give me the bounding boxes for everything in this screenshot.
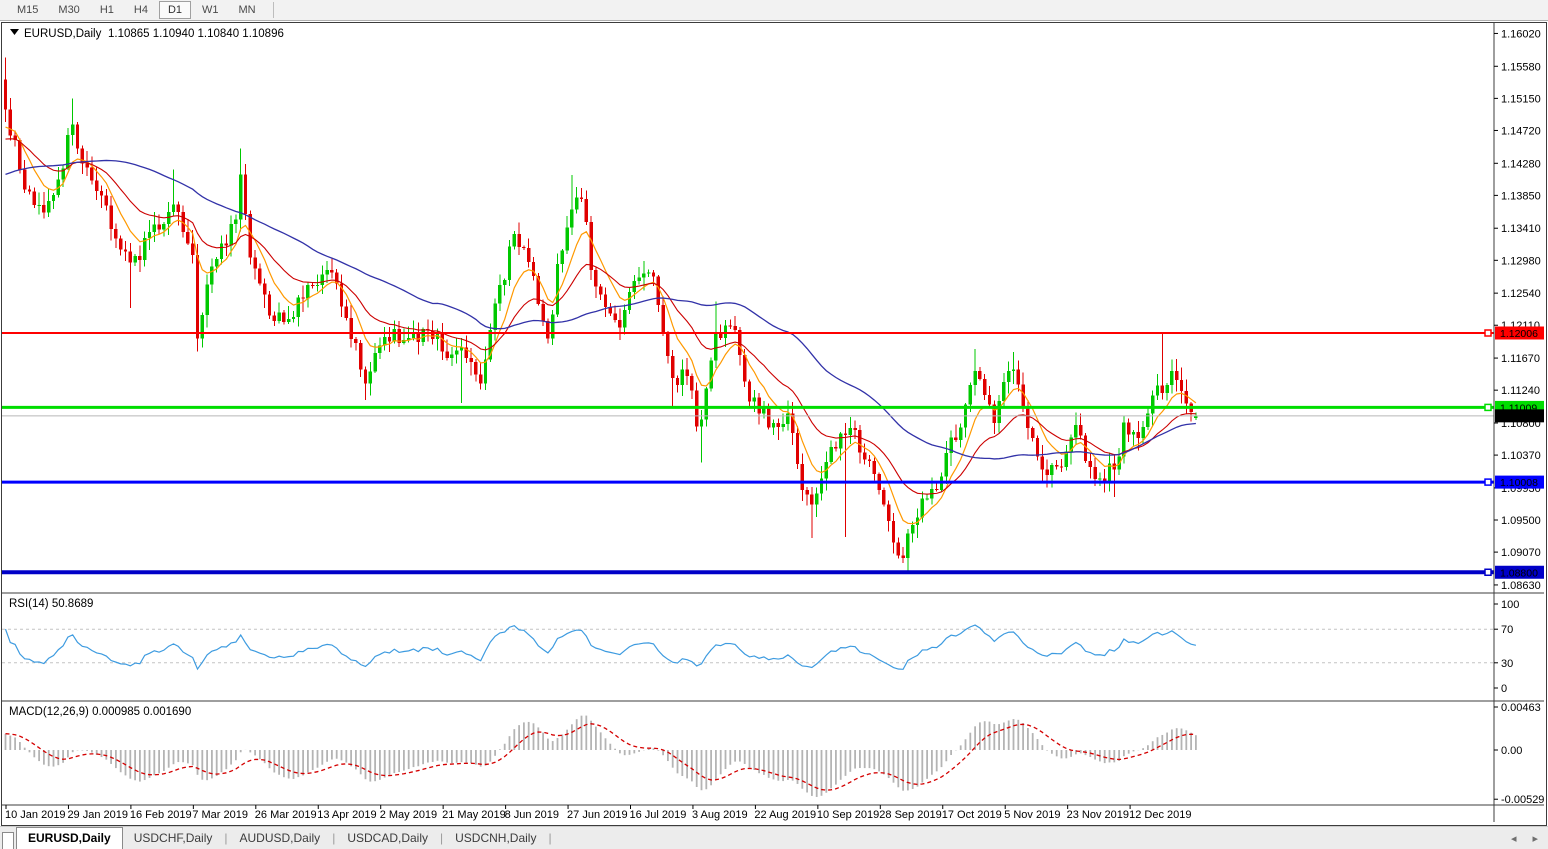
timeframe-button-w1[interactable]: W1 (202, 4, 219, 16)
date-axis: 10 Jan 2019 29 Jan 2019 16 Feb 2019 7 Mar 2… (5, 805, 1191, 821)
svg-text:0.00463: 0.00463 (1501, 702, 1541, 714)
svg-text:29 Jan 2019: 29 Jan 2019 (67, 809, 128, 821)
svg-text:-0.005299: -0.005299 (1501, 794, 1544, 806)
price-axis: 1.16020 1.15580 1.15150 1.14720 1.14280 1.138… (1494, 28, 1541, 592)
rsi-line (4, 624, 1197, 671)
tab-usdcnh[interactable]: USDCNH,Daily (455, 831, 537, 845)
macd-axis: 0.00463 0.00 -0.005299 (1494, 702, 1544, 806)
tab-scroll-right-icon[interactable]: ▸ (1532, 833, 1538, 845)
svg-text:1.16020: 1.16020 (1501, 28, 1541, 40)
svg-text:2 May 2019: 2 May 2019 (380, 809, 437, 821)
svg-text:1.12006: 1.12006 (1500, 328, 1538, 340)
svg-text:1.13410: 1.13410 (1501, 223, 1541, 235)
svg-text:10 Sep 2019: 10 Sep 2019 (817, 809, 879, 821)
price-badge-1.10008: 1.10008 (1495, 475, 1544, 489)
ma-line-sma50 (5, 159, 1196, 460)
tab-usdchf[interactable]: USDCHF,Daily (133, 831, 213, 845)
chart-window: 1.16020 1.15580 1.15150 1.14720 1.14280 1.138… (1, 22, 1547, 826)
svg-text:1.12540: 1.12540 (1501, 288, 1541, 300)
tab-usdcad[interactable]: USDCAD,Daily (347, 831, 428, 845)
timeframe-button-d1[interactable]: D1 (158, 1, 191, 19)
svg-text:1.12980: 1.12980 (1501, 255, 1541, 267)
svg-text:26 Mar 2019: 26 Mar 2019 (255, 809, 317, 821)
tab-divider: | (224, 831, 228, 845)
symbol-dropdown-icon[interactable] (10, 29, 19, 35)
svg-text:1.10896: 1.10896 (1500, 411, 1538, 423)
tab-eurusd[interactable]: EURUSD,Daily (16, 827, 123, 849)
svg-text:1.10370: 1.10370 (1501, 450, 1541, 462)
level-line-handle[interactable] (1484, 329, 1492, 337)
level-line-handle[interactable] (1484, 568, 1492, 577)
svg-text:16 Jul 2019: 16 Jul 2019 (630, 809, 687, 821)
current-price-badge: 1.10896 (1495, 409, 1544, 423)
svg-text:1.15580: 1.15580 (1501, 61, 1541, 73)
tab-stub (2, 832, 14, 849)
ma-line-ema8 (5, 126, 1197, 525)
macd-signal-line (5, 723, 1196, 791)
chart-canvas[interactable]: 1.16020 1.15580 1.15150 1.14720 1.14280 1.138… (2, 23, 1544, 823)
chart-ohlc-readout: 1.10865 1.10940 1.10840 1.10896 (108, 28, 284, 40)
chart-generated-layers: 1.16020 1.15580 1.15150 1.14720 1.14280 1.138… (2, 23, 1544, 822)
chart-title: EURUSD,Daily (24, 28, 102, 40)
svg-text:1.08800: 1.08800 (1500, 567, 1538, 579)
tab-scroll-arrows: ◂ ▸ (1511, 834, 1538, 849)
svg-text:27 Jun 2019: 27 Jun 2019 (567, 809, 628, 821)
tab-divider: | (332, 831, 336, 845)
svg-text:7 Mar 2019: 7 Mar 2019 (192, 809, 248, 821)
svg-text:1.09070: 1.09070 (1501, 547, 1541, 559)
svg-text:70: 70 (1501, 624, 1513, 636)
svg-text:13 Apr 2019: 13 Apr 2019 (317, 809, 376, 821)
svg-text:1.14720: 1.14720 (1501, 125, 1541, 137)
level-line-handle[interactable] (1484, 403, 1492, 412)
svg-text:1.14280: 1.14280 (1501, 158, 1541, 170)
ma-line-ema21 (5, 138, 1196, 495)
timeframe-button-h4[interactable]: H4 (133, 4, 148, 16)
svg-text:1.11240: 1.11240 (1501, 385, 1540, 397)
svg-text:30: 30 (1501, 658, 1513, 670)
svg-text:0: 0 (1501, 683, 1507, 695)
timeframe-button-h1[interactable]: H1 (99, 4, 114, 16)
tab-divider: | (440, 831, 444, 845)
price-badge-1.12006: 1.12006 (1495, 326, 1544, 340)
svg-text:17 Oct 2019: 17 Oct 2019 (942, 809, 1002, 821)
tab-scroll-left-icon[interactable]: ◂ (1510, 833, 1517, 845)
toolbar-separator (272, 2, 274, 18)
timeframe-button-m30[interactable]: M30 (58, 4, 80, 16)
svg-text:23 Nov 2019: 23 Nov 2019 (1067, 809, 1129, 821)
svg-text:1.10008: 1.10008 (1500, 477, 1538, 489)
tab-divider: | (548, 831, 552, 845)
svg-text:21 May 2019: 21 May 2019 (442, 809, 506, 821)
svg-text:8 Jun 2019: 8 Jun 2019 (505, 809, 559, 821)
svg-text:10 Jan 2019: 10 Jan 2019 (5, 809, 66, 821)
rsi-axis: 100 70 30 0 (1494, 599, 1519, 695)
svg-text:1.08630: 1.08630 (1501, 580, 1541, 592)
macd-histogram (4, 715, 1197, 797)
svg-text:1.15150: 1.15150 (1501, 93, 1541, 105)
level-line-handle[interactable] (1484, 478, 1492, 486)
svg-text:5 Nov 2019: 5 Nov 2019 (1004, 809, 1060, 821)
svg-text:22 Aug 2019: 22 Aug 2019 (754, 809, 816, 821)
price-badge-1.08800: 1.08800 (1495, 565, 1544, 579)
timeframe-button-mn[interactable]: MN (238, 4, 256, 16)
svg-text:100: 100 (1501, 599, 1519, 611)
svg-text:0.00: 0.00 (1501, 745, 1522, 757)
svg-text:12 Dec 2019: 12 Dec 2019 (1129, 809, 1191, 821)
svg-text:16 Feb 2019: 16 Feb 2019 (130, 809, 192, 821)
macd-label: MACD(12,26,9) 0.000985 0.001690 (9, 706, 191, 718)
rsi-label: RSI(14) 50.8689 (9, 598, 93, 610)
candlestick-series (3, 57, 1198, 573)
svg-text:1.09500: 1.09500 (1501, 515, 1541, 527)
tab-audusd[interactable]: AUDUSD,Daily (239, 831, 321, 845)
timeframe-toolbar: M15 M30 H1 H4 D1 W1 MN (0, 0, 1548, 21)
chart-tabs-bar: EURUSD,Daily USDCHF,Daily | AUDUSD,Daily | US… (0, 826, 1548, 849)
svg-text:3 Aug 2019: 3 Aug 2019 (692, 809, 748, 821)
svg-text:1.13850: 1.13850 (1501, 190, 1541, 202)
timeframe-button-m15[interactable]: M15 (17, 4, 39, 16)
svg-text:28 Sep 2019: 28 Sep 2019 (879, 809, 941, 821)
svg-text:1.11670: 1.11670 (1501, 353, 1540, 365)
